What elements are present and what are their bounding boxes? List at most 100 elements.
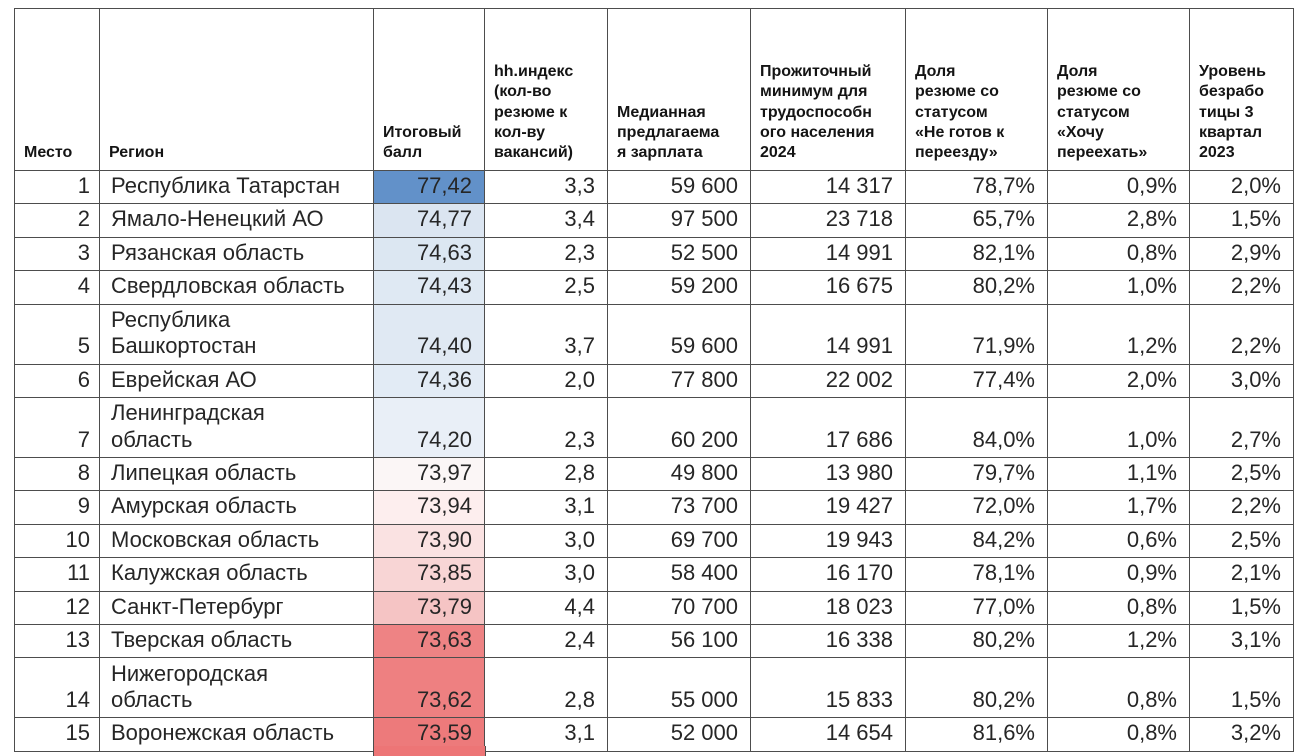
cell-hh_index[interactable]: 2,8 [484, 456, 608, 492]
cell-want_move[interactable]: 1,0% [1047, 396, 1190, 458]
cell-want_move[interactable]: 1,1% [1047, 456, 1190, 492]
cell-salary[interactable]: 69 700 [607, 523, 751, 559]
cell-want_move[interactable]: 0,8% [1047, 717, 1190, 752]
cell-score[interactable]: 74,36 [373, 363, 485, 398]
cell-want_move[interactable]: 0,9% [1047, 169, 1190, 205]
cell-want_move[interactable]: 2,0% [1047, 363, 1190, 398]
cell-score[interactable]: 73,63 [373, 623, 485, 659]
cell-salary[interactable]: 97 500 [607, 203, 751, 238]
cell-unemployment[interactable]: 2,0% [1189, 169, 1294, 205]
cell-unemployment[interactable]: 3,1% [1189, 623, 1294, 659]
cell-living_wage[interactable]: 13 980 [750, 456, 906, 492]
cell-hh_index[interactable]: 4,4 [484, 590, 608, 625]
cell-hh_index[interactable]: 2,4 [484, 623, 608, 659]
cell-score[interactable]: 74,63 [373, 236, 485, 272]
cell-score[interactable]: 73,94 [373, 490, 485, 525]
cell-region[interactable]: Нижегородская область [99, 657, 374, 719]
cell-hh_index[interactable]: 2,3 [484, 236, 608, 272]
cell-region[interactable]: Воронежская область [99, 717, 374, 752]
cell-place[interactable]: 9 [14, 490, 100, 525]
column-header-unemployment[interactable]: Уровень безрабо тицы 3 квартал 2023 [1189, 8, 1294, 171]
cell-place[interactable]: 3 [14, 236, 100, 272]
cell-unemployment[interactable]: 1,5% [1189, 203, 1294, 238]
cell-want_move[interactable]: 0,6% [1047, 523, 1190, 559]
cell-hh_index[interactable]: 2,0 [484, 363, 608, 398]
cell-living_wage[interactable]: 14 991 [750, 303, 906, 365]
cell-not_ready[interactable]: 82,1% [905, 236, 1048, 272]
cell-hh_index[interactable]: 3,3 [484, 169, 608, 205]
cell-unemployment[interactable]: 2,1% [1189, 557, 1294, 592]
cell-region[interactable]: Свердловская область [99, 270, 374, 305]
cell-region[interactable]: Ленинградская область [99, 396, 374, 458]
cell-score[interactable]: 74,40 [373, 303, 485, 365]
column-header-salary[interactable]: Медианная предлагаема я зарплата [607, 8, 751, 171]
cell-not_ready[interactable]: 65,7% [905, 203, 1048, 238]
cell-salary[interactable]: 52 000 [607, 717, 751, 752]
cell-region[interactable]: Еврейская АО [99, 363, 374, 398]
cell-salary[interactable]: 58 400 [607, 557, 751, 592]
column-header-living_wage[interactable]: Прожиточный минимум для трудоспособн ого… [750, 8, 906, 171]
cell-salary[interactable]: 56 100 [607, 623, 751, 659]
cell-region[interactable]: Республика Башкортостан [99, 303, 374, 365]
cell-unemployment[interactable]: 2,9% [1189, 236, 1294, 272]
cell-hh_index[interactable]: 2,3 [484, 396, 608, 458]
cell-place[interactable]: 2 [14, 203, 100, 238]
column-header-not_ready[interactable]: Доля резюме со статусом «Не готов к пере… [905, 8, 1048, 171]
cell-score[interactable]: 74,20 [373, 396, 485, 458]
cell-want_move[interactable]: 0,9% [1047, 557, 1190, 592]
cell-want_move[interactable]: 1,0% [1047, 270, 1190, 305]
column-header-place[interactable]: Место [14, 8, 100, 171]
cell-score[interactable]: 73,90 [373, 523, 485, 559]
cell-region[interactable]: Рязанская область [99, 236, 374, 272]
cell-living_wage[interactable]: 14 654 [750, 717, 906, 752]
cell-not_ready[interactable]: 78,1% [905, 557, 1048, 592]
cell-not_ready[interactable]: 81,6% [905, 717, 1048, 752]
cell-not_ready[interactable]: 84,0% [905, 396, 1048, 458]
column-header-hh_index[interactable]: hh.индекс (кол-во резюме к кол-ву ваканс… [484, 8, 608, 171]
cell-region[interactable]: Тверская область [99, 623, 374, 659]
cell-region[interactable]: Ямало-Ненецкий АО [99, 203, 374, 238]
cell-place[interactable]: 11 [14, 557, 100, 592]
cell-salary[interactable]: 59 600 [607, 303, 751, 365]
cell-place[interactable]: 6 [14, 363, 100, 398]
cell-living_wage[interactable]: 23 718 [750, 203, 906, 238]
cell-score[interactable]: 74,43 [373, 270, 485, 305]
cell-want_move[interactable]: 0,8% [1047, 236, 1190, 272]
cell-not_ready[interactable]: 80,2% [905, 657, 1048, 719]
cell-not_ready[interactable]: 71,9% [905, 303, 1048, 365]
cell-hh_index[interactable]: 3,0 [484, 523, 608, 559]
cell-score[interactable]: 73,59 [373, 717, 485, 752]
cell-place[interactable]: 10 [14, 523, 100, 559]
cell-hh_index[interactable]: 3,1 [484, 717, 608, 752]
cell-hh_index[interactable]: 2,8 [484, 657, 608, 719]
cell-hh_index[interactable]: 3,7 [484, 303, 608, 365]
cell-living_wage[interactable]: 15 833 [750, 657, 906, 719]
cell-score[interactable]: 77,42 [373, 169, 485, 205]
cell-hh_index[interactable]: 3,1 [484, 490, 608, 525]
cell-salary[interactable]: 73 700 [607, 490, 751, 525]
column-header-want_move[interactable]: Доля резюме со статусом «Хочу переехать» [1047, 8, 1190, 171]
cell-salary[interactable]: 77 800 [607, 363, 751, 398]
cell-not_ready[interactable]: 72,0% [905, 490, 1048, 525]
cell-living_wage[interactable]: 14 317 [750, 169, 906, 205]
cell-score[interactable]: 73,85 [373, 557, 485, 592]
cell-region[interactable]: Липецкая область [99, 456, 374, 492]
cell-place[interactable]: 5 [14, 303, 100, 365]
cell-salary[interactable]: 52 500 [607, 236, 751, 272]
cell-not_ready[interactable]: 77,0% [905, 590, 1048, 625]
cell-want_move[interactable]: 0,8% [1047, 657, 1190, 719]
cell-region[interactable]: Санкт-Петербург [99, 590, 374, 625]
cell-score[interactable]: 73,97 [373, 456, 485, 492]
cell-salary[interactable]: 55 000 [607, 657, 751, 719]
cell-hh_index[interactable]: 3,0 [484, 557, 608, 592]
cell-place[interactable]: 13 [14, 623, 100, 659]
cell-place[interactable]: 12 [14, 590, 100, 625]
cell-living_wage[interactable]: 17 686 [750, 396, 906, 458]
cell-living_wage[interactable]: 16 170 [750, 557, 906, 592]
cell-unemployment[interactable]: 2,7% [1189, 396, 1294, 458]
cell-not_ready[interactable]: 80,2% [905, 623, 1048, 659]
cell-not_ready[interactable]: 84,2% [905, 523, 1048, 559]
cell-salary[interactable]: 60 200 [607, 396, 751, 458]
cell-unemployment[interactable]: 2,2% [1189, 270, 1294, 305]
cell-unemployment[interactable]: 2,5% [1189, 523, 1294, 559]
